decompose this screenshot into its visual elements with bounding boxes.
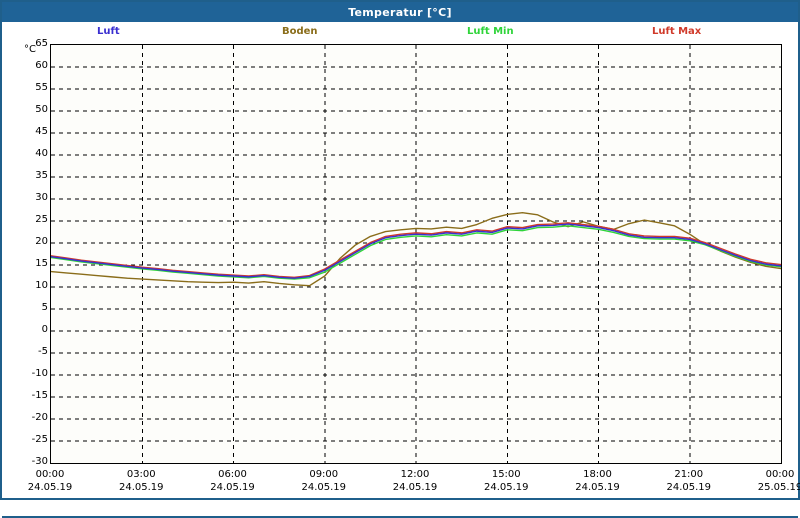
x-axis-tick-label: 18:00 24.05.19 [563,468,633,494]
series-line-luft-min [51,225,781,280]
x-axis-tick-label: 00:00 24.05.19 [15,468,85,494]
x-axis-tick-label: 21:00 24.05.19 [654,468,724,494]
x-tick-time: 18:00 [583,469,612,480]
legend-item-luft[interactable]: Luft [97,26,120,37]
x-axis-tick-label: 15:00 24.05.19 [471,468,541,494]
x-axis-tick-label: 03:00 24.05.19 [106,468,176,494]
y-axis-tick-label: 45 [35,126,48,137]
x-tick-date: 24.05.19 [301,482,347,493]
legend-item-boden[interactable]: Boden [282,26,318,37]
y-axis-tick-label: -25 [31,434,48,445]
x-axis-tick-label: 06:00 24.05.19 [198,468,268,494]
y-axis-tick-label: -30 [31,456,48,467]
y-axis-tick-label: 40 [35,148,48,159]
y-axis-ticks: 65 60 55 50 45 40 35 30 25 20 15 10 5 0 -5 -10 -15 -20 -25… [2,38,48,467]
x-tick-date: 24.05.19 [118,482,164,493]
x-tick-date: 25.05.19 [757,482,800,493]
y-axis-unit-label: °C [24,44,36,55]
y-axis-tick-label: 55 [35,82,48,93]
x-tick-date: 24.05.19 [483,482,529,493]
x-tick-date: 24.05.19 [210,482,255,493]
y-axis-tick-label: 20 [35,236,48,247]
x-tick-date: 24.05.19 [392,482,438,493]
x-axis-ticks: 00:00 24.05.19 03:00 24.05.19 06:00 24.05.19 0… [2,466,800,498]
page-title: Temperatur [°C] [348,5,452,19]
legend-item-luft-min[interactable]: Luft Min [467,26,514,37]
series-line-boden [51,211,781,287]
x-tick-time: 00:00 [765,469,795,480]
x-axis-tick-label: 00:00 25.05.19 [745,468,800,494]
y-axis-tick-label: 10 [35,280,48,291]
y-axis-tick-label: 65 [35,38,48,49]
y-axis-tick-label: 35 [35,170,48,181]
y-axis-tick-label: -5 [38,346,48,357]
x-tick-time: 00:00 [35,469,65,480]
y-axis-tick-label: 15 [35,258,48,269]
grid-lines [51,45,781,463]
temperature-line-chart [51,45,781,463]
x-tick-time: 09:00 [309,469,339,480]
y-axis-tick-label: 30 [35,192,48,203]
y-axis-tick-label: 5 [41,302,48,313]
x-tick-date: 24.05.19 [27,482,73,493]
chart-legend: Luft Boden Luft Min Luft Max [2,22,798,42]
y-axis-tick-label: -15 [31,390,48,401]
legend-item-luft-max[interactable]: Luft Max [652,26,702,37]
y-axis-tick-label: 25 [35,214,48,225]
x-axis-tick-label: 09:00 24.05.19 [289,468,359,494]
y-axis-tick-label: -10 [31,368,48,379]
x-tick-time: 21:00 [674,469,704,480]
series-line-luft-max [51,222,781,279]
y-axis-tick-label: 50 [35,104,48,115]
x-tick-date: 24.05.19 [575,482,620,493]
x-tick-time: 03:00 [126,469,156,480]
x-tick-time: 12:00 [400,469,430,480]
plot-area [50,44,782,464]
window-title-bar: Temperatur [°C] [2,2,798,22]
series-line-luft [51,223,781,279]
y-axis-tick-label: -20 [31,412,48,423]
x-axis-tick-label: 12:00 24.05.19 [380,468,450,494]
plot-container: °C 65 60 55 50 45 40 35 30 25 20 15 10 5 0 -5 -10 -15 -20… [2,38,800,518]
y-axis-tick-label: 60 [35,60,48,71]
x-tick-time: 06:00 [218,469,247,480]
y-axis-tick-label: 0 [41,324,48,335]
x-tick-date: 24.05.19 [666,482,712,493]
x-tick-time: 15:00 [491,469,521,480]
